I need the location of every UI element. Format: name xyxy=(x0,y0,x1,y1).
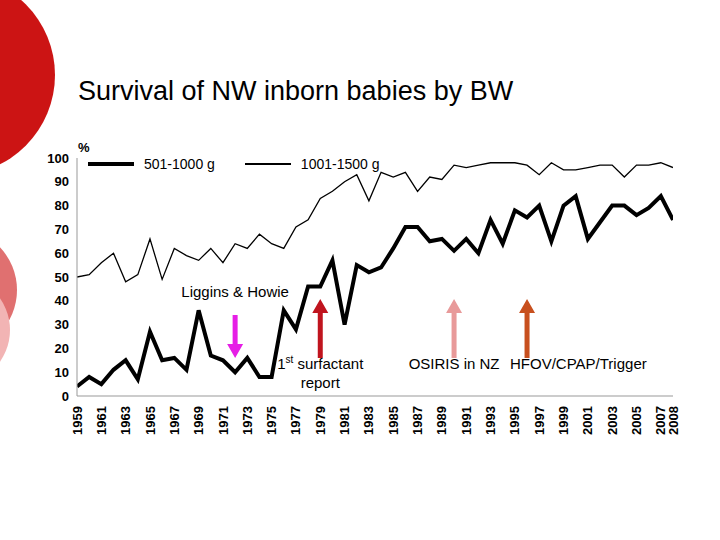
svg-text:1979: 1979 xyxy=(313,406,328,435)
svg-text:1981: 1981 xyxy=(337,406,352,435)
svg-text:1983: 1983 xyxy=(361,406,376,435)
svg-text:1967: 1967 xyxy=(167,406,182,435)
svg-text:1987: 1987 xyxy=(410,406,425,435)
svg-text:70: 70 xyxy=(55,222,69,237)
svg-text:1991: 1991 xyxy=(459,406,474,435)
svg-text:1969: 1969 xyxy=(191,406,206,435)
svg-text:100: 100 xyxy=(47,151,69,166)
svg-text:1963: 1963 xyxy=(118,406,133,435)
html-text:501-1000 g: 501-1000 g xyxy=(144,156,215,172)
svg-text:1st surfactant: 1st surfactant xyxy=(277,354,364,372)
svg-text:1995: 1995 xyxy=(507,406,522,435)
html-text:Survival of NW inborn babies b: Survival of NW inborn babies by BW xyxy=(78,76,514,106)
svg-text:HFOV/CPAP/Trigger: HFOV/CPAP/Trigger xyxy=(510,355,647,372)
svg-text:2007: 2007 xyxy=(653,406,669,435)
svg-text:80: 80 xyxy=(55,198,69,213)
svg-text:40: 40 xyxy=(55,293,69,308)
svg-text:1971: 1971 xyxy=(216,406,231,435)
svg-text:1975: 1975 xyxy=(264,406,279,435)
svg-text:1999: 1999 xyxy=(556,406,571,435)
svg-text:10: 10 xyxy=(55,365,69,380)
svg-text:OSIRIS in NZ: OSIRIS in NZ xyxy=(409,355,500,372)
svg-text:1989: 1989 xyxy=(434,406,449,435)
svg-text:1973: 1973 xyxy=(240,406,255,435)
svg-text:90: 90 xyxy=(55,174,69,189)
svg-text:2005: 2005 xyxy=(629,406,644,435)
svg-text:1965: 1965 xyxy=(143,406,158,435)
svg-text:2003: 2003 xyxy=(605,406,620,435)
svg-text:Liggins & Howie: Liggins & Howie xyxy=(181,283,289,300)
svg-text:50: 50 xyxy=(55,270,69,285)
svg-text:1993: 1993 xyxy=(483,406,498,435)
svg-text:30: 30 xyxy=(55,317,69,332)
svg-text:1961: 1961 xyxy=(94,406,109,435)
svg-text:1977: 1977 xyxy=(288,406,303,435)
svg-text:2001: 2001 xyxy=(580,406,595,435)
svg-text:20: 20 xyxy=(55,341,69,356)
svg-text:1985: 1985 xyxy=(386,406,401,435)
svg-text:report: report xyxy=(301,374,341,391)
svg-text:1959: 1959 xyxy=(70,406,85,435)
svg-text:0: 0 xyxy=(62,389,69,404)
svg-text:1997: 1997 xyxy=(532,406,547,435)
html-text:1001-1500 g: 1001-1500 g xyxy=(300,156,380,172)
svg-text:60: 60 xyxy=(55,246,69,261)
svg-text:2008: 2008 xyxy=(666,406,681,435)
